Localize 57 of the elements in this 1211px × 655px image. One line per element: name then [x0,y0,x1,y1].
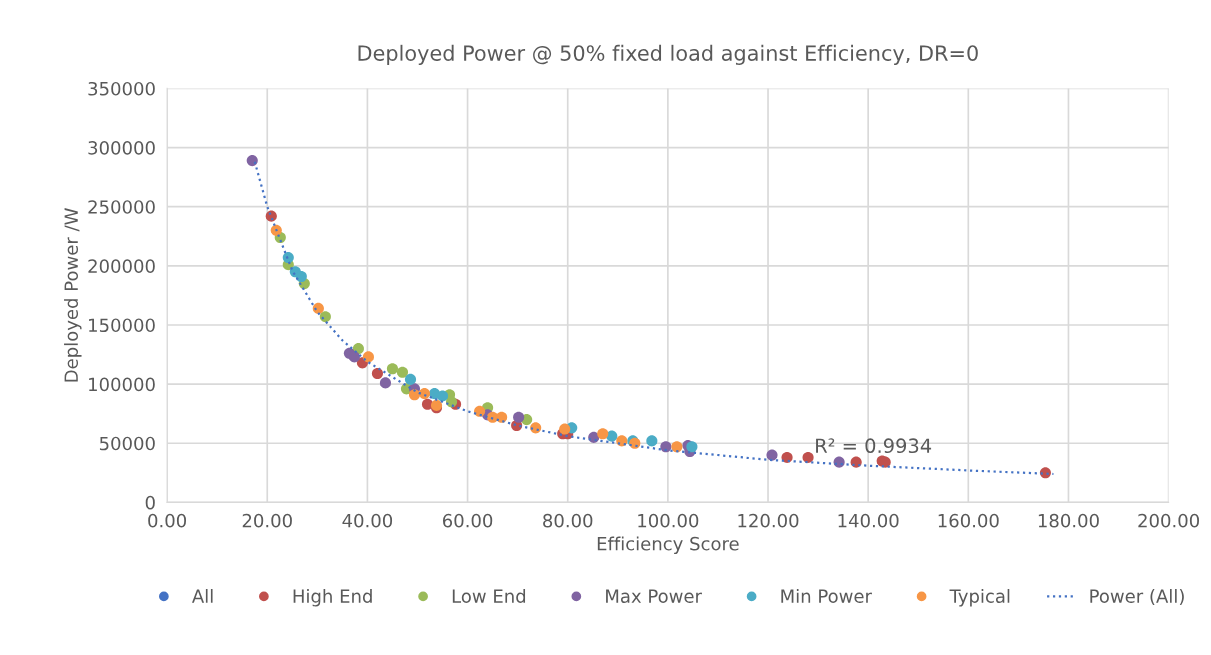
legend-label: Min Power [781,589,872,603]
point [421,398,434,410]
x-tick-label: 60.00 [442,513,493,528]
point [597,428,609,440]
point [513,411,525,423]
x-tick-label: 160.00 [938,513,999,528]
x-tick-label: 120.00 [738,513,799,528]
legend-label: Typical [949,589,1010,607]
legend-label: Max Power [606,589,702,603]
y-tick-label: 350000 [88,81,155,96]
x-tick-label: 200.00 [1138,513,1199,528]
chart-title: Deployed Power @ 50% fixed load against Efficiency, DR=0 [358,44,978,65]
x-tick-label: 140.00 [838,513,899,528]
legend-label: Low End [452,589,526,603]
x-tick-label: 40.00 [342,513,393,528]
point [396,366,409,378]
point [246,155,258,167]
point [766,449,778,461]
point [295,270,307,283]
y-tick-label: 300000 [88,141,155,155]
y-tick-label: 200000 [88,259,155,273]
point [379,377,391,389]
x-axis-title: Efficiency Score [597,536,739,554]
y-tick-label: 50000 [99,436,155,451]
y-tick-label: 0 [145,495,155,510]
legend-label: High End [293,589,372,607]
point [404,373,417,385]
point [436,390,449,402]
point [606,430,618,442]
annotation: R² = 0.9934 [816,438,932,454]
point [362,351,374,363]
point [270,224,282,236]
point [319,311,331,323]
x-tick-label: 0.00 [148,513,187,528]
y-axis-title: Deployed Power /W [64,208,82,382]
point [646,435,658,447]
y-tick-label: 150000 [89,318,155,333]
point [559,423,571,435]
legend-label: All [192,589,213,603]
x-tick-label: 180.00 [1038,513,1099,528]
point [686,441,698,453]
point [671,441,683,453]
point [371,367,383,380]
point [660,441,672,453]
legend-label: Power (All) [1090,589,1184,606]
point [282,252,294,264]
point [312,302,324,314]
point [781,451,793,463]
point [386,363,399,375]
y-tick-label: 100000 [89,377,155,392]
x-tick-label: 100.00 [638,513,699,528]
x-tick-label: 20.00 [242,513,292,528]
point [802,451,814,463]
point [496,411,508,423]
x-tick-label: 80.00 [543,513,593,528]
y-tick-label: 250000 [88,200,155,214]
point [348,351,360,363]
